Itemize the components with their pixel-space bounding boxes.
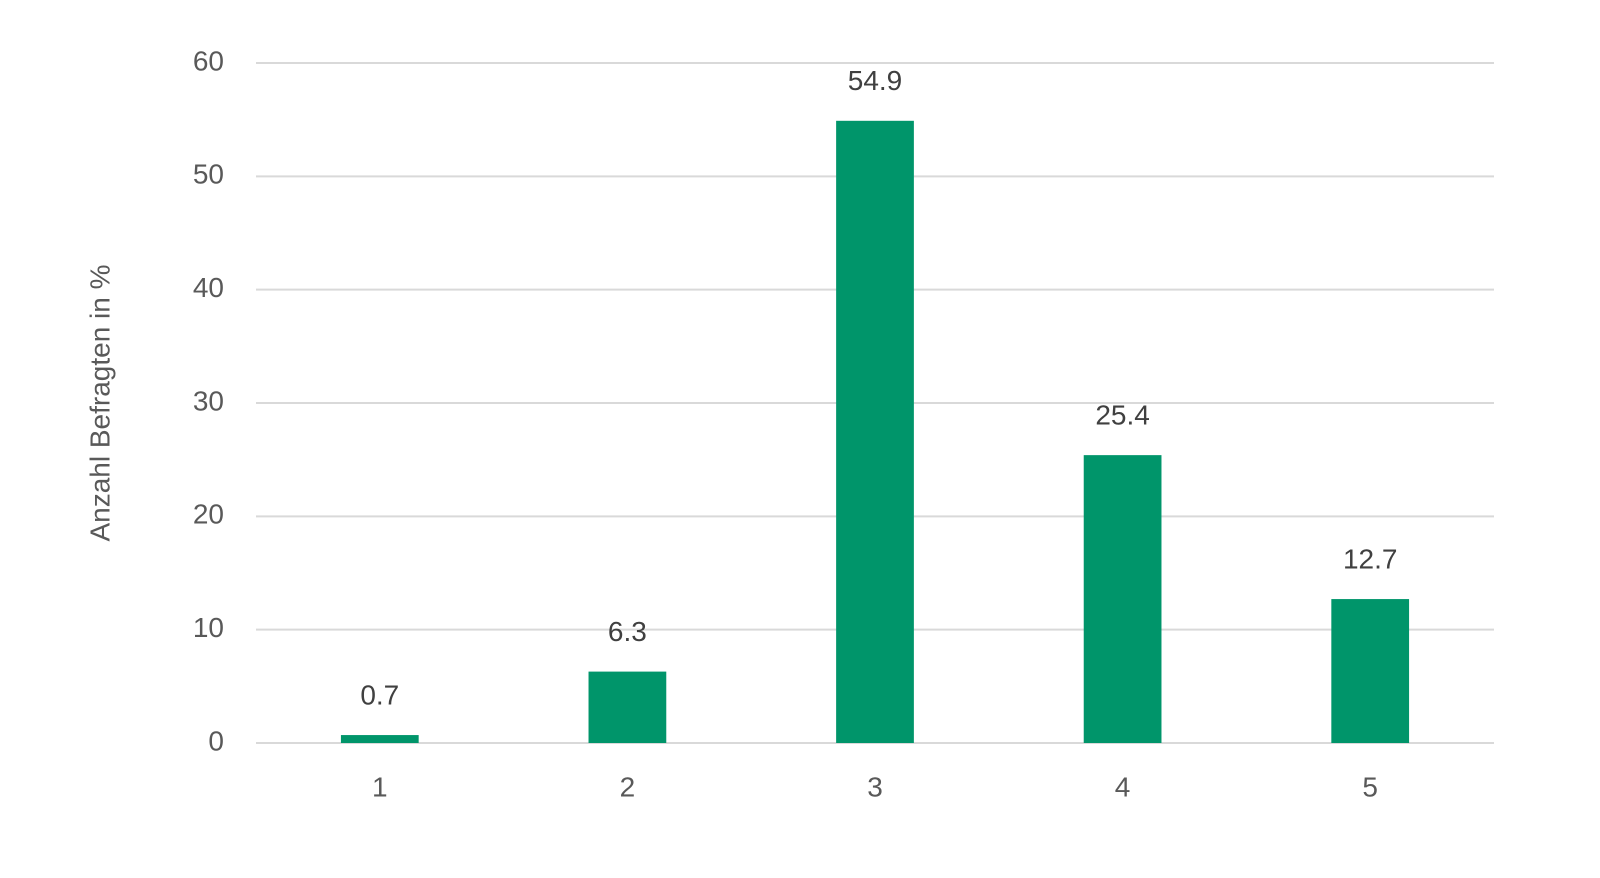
data-label: 0.7 [360, 679, 399, 710]
y-tick-label: 0 [208, 725, 224, 756]
y-tick-label: 60 [193, 45, 224, 76]
bar [588, 671, 667, 743]
data-label: 12.7 [1343, 543, 1398, 574]
bar [836, 120, 914, 744]
y-tick-label: 50 [193, 159, 224, 190]
x-tick-label: 5 [1362, 771, 1378, 802]
x-tick-label: 4 [1115, 771, 1131, 802]
y-tick-label: 40 [193, 272, 224, 303]
y-tick-label: 30 [193, 385, 224, 416]
y-tick-label: 10 [193, 612, 224, 643]
bar [1331, 599, 1410, 743]
bar [340, 735, 419, 743]
x-tick-label: 2 [620, 771, 636, 802]
bar [1083, 455, 1162, 743]
x-tick-label: 1 [372, 771, 388, 802]
data-label: 25.4 [1095, 400, 1150, 431]
data-label: 54.9 [848, 65, 903, 96]
y-tick-label: 20 [193, 499, 224, 530]
y-axis-label: Anzahl Befragten in % [84, 264, 115, 541]
data-label: 6.3 [608, 616, 647, 647]
x-tick-label: 3 [867, 771, 883, 802]
